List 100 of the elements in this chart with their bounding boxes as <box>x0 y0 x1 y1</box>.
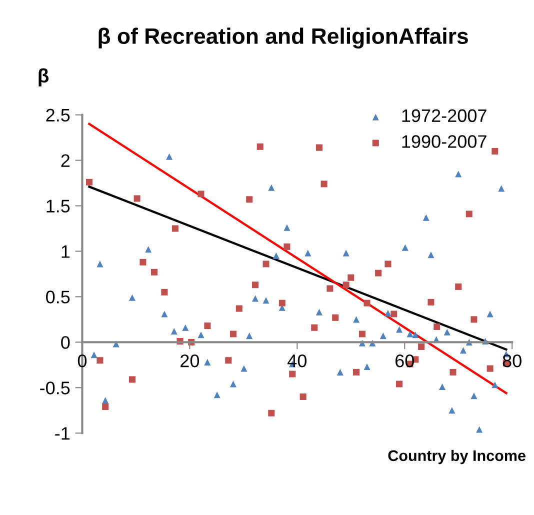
point <box>455 283 462 290</box>
y-tick-label: 1 <box>62 245 70 258</box>
x-tick-label: 80 <box>502 354 522 368</box>
point <box>384 310 392 316</box>
point <box>342 282 350 288</box>
point <box>300 393 306 400</box>
point <box>434 323 440 330</box>
point <box>364 300 370 306</box>
point <box>170 328 178 335</box>
point <box>326 285 334 292</box>
point <box>252 282 259 288</box>
point <box>289 370 296 378</box>
point <box>460 347 466 354</box>
x-axis-title: Country by Income <box>388 450 526 464</box>
y-tick-label: -1 <box>55 427 70 440</box>
point <box>161 310 168 318</box>
point <box>262 260 270 268</box>
point <box>348 274 354 281</box>
point <box>450 368 456 376</box>
point <box>256 143 264 150</box>
point <box>268 410 275 416</box>
point <box>166 153 173 160</box>
y-tick-label: 1.5 <box>46 200 70 212</box>
point <box>384 260 392 268</box>
point <box>214 392 220 398</box>
point <box>470 392 478 400</box>
point <box>476 426 483 433</box>
point <box>320 180 328 188</box>
point <box>198 332 204 338</box>
point <box>486 365 494 372</box>
chart-title: β of Recreation and ReligionAffairs <box>98 28 468 48</box>
point <box>336 368 344 376</box>
point <box>353 316 360 323</box>
point <box>225 357 232 364</box>
point <box>428 252 434 258</box>
legend-label: 1990-2007 <box>402 135 486 148</box>
point <box>466 210 472 218</box>
point <box>284 224 290 231</box>
point <box>86 178 92 186</box>
point <box>172 225 178 232</box>
point <box>246 196 253 203</box>
y-tick-label: 2.5 <box>46 108 70 122</box>
point <box>134 195 140 202</box>
point <box>316 144 322 151</box>
point <box>204 358 211 366</box>
point <box>150 268 158 276</box>
point <box>272 252 280 260</box>
point <box>412 332 419 338</box>
point <box>311 324 318 331</box>
point <box>204 322 211 330</box>
y-tick-label: 0.5 <box>46 290 70 304</box>
x-tick-label: 0 <box>78 354 87 368</box>
point <box>96 357 104 364</box>
point <box>498 185 505 192</box>
point <box>262 297 270 304</box>
y-tick-label: -0.5 <box>40 382 70 394</box>
point <box>406 330 414 338</box>
x-tick-label: 20 <box>180 354 200 368</box>
point <box>380 332 386 340</box>
point <box>364 363 370 370</box>
point <box>140 258 146 266</box>
point <box>375 270 382 276</box>
y-tick-label: 0 <box>61 336 70 349</box>
point <box>316 308 322 316</box>
point <box>112 340 120 348</box>
point <box>268 184 275 191</box>
point <box>128 376 136 383</box>
point <box>396 326 403 333</box>
y-axis-title: β <box>38 68 49 86</box>
point <box>486 310 494 318</box>
point <box>246 332 253 340</box>
point <box>230 380 236 388</box>
point <box>230 330 236 338</box>
y-tick-label: 2 <box>61 154 70 167</box>
point <box>236 305 242 312</box>
point <box>422 214 430 221</box>
point <box>96 260 104 268</box>
point <box>102 403 109 410</box>
point <box>402 244 408 251</box>
point <box>492 382 498 388</box>
point <box>240 365 248 372</box>
point <box>304 250 312 256</box>
point <box>455 170 462 178</box>
point <box>390 310 398 318</box>
legend-label: 1972-2007 <box>402 109 486 122</box>
point <box>145 246 152 253</box>
point <box>396 380 403 388</box>
point <box>428 298 434 306</box>
point <box>102 397 109 404</box>
point <box>342 250 350 256</box>
point <box>161 288 168 296</box>
point <box>182 324 189 331</box>
point <box>444 328 450 336</box>
point <box>448 407 456 414</box>
point <box>284 243 290 250</box>
point <box>252 295 259 302</box>
point <box>278 300 286 306</box>
point <box>470 316 478 323</box>
point <box>128 294 136 301</box>
point <box>438 383 446 390</box>
